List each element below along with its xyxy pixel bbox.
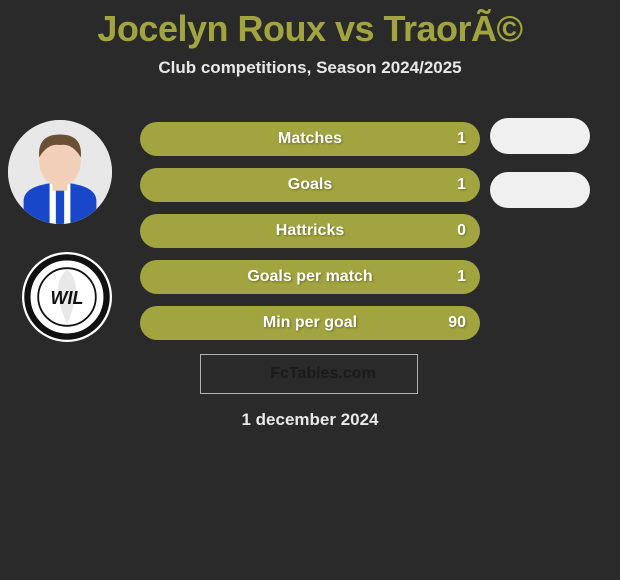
left-column: WIL FC 1900 [8, 120, 128, 342]
stat-label: Goals per match [247, 268, 372, 286]
stat-value: 0 [457, 222, 466, 240]
chart-icon [242, 363, 264, 385]
stat-bar: Goals per match 1 [140, 260, 480, 294]
stat-bar: Hattricks 0 [140, 214, 480, 248]
comparison-pill [490, 118, 590, 154]
stat-label: Matches [278, 130, 342, 148]
title-text: Jocelyn Roux vs TraorÃ© [97, 8, 522, 49]
stats-bars: Matches 1 Goals 1 Hattricks 0 Goals per match 1… [140, 122, 480, 352]
stat-value: 90 [448, 314, 466, 332]
comparison-pill [490, 172, 590, 208]
stat-value: 1 [457, 176, 466, 194]
date-line: 1 december 2024 [0, 410, 620, 430]
club-logo-svg: WIL FC 1900 [22, 252, 112, 342]
stat-bar: Matches 1 [140, 122, 480, 156]
page-title: Jocelyn Roux vs TraorÃ© [0, 0, 620, 50]
branding-box: FcTables.com [200, 354, 418, 394]
stat-label: Min per goal [263, 314, 357, 332]
stat-label: Goals [288, 176, 332, 194]
logo-small-text: FC 1900 [57, 262, 78, 268]
avatar-svg [8, 120, 112, 224]
stat-value: 1 [457, 268, 466, 286]
stat-value: 1 [457, 130, 466, 148]
stat-label: Hattricks [276, 222, 344, 240]
subtitle: Club competitions, Season 2024/2025 [0, 58, 620, 78]
logo-text: WIL [51, 288, 84, 308]
avatar-neck [53, 178, 68, 190]
stat-bar: Min per goal 90 [140, 306, 480, 340]
player-avatar [8, 120, 112, 224]
club-logo: WIL FC 1900 [22, 252, 112, 342]
stat-bar: Goals 1 [140, 168, 480, 202]
branding-text: FcTables.com [270, 365, 376, 383]
right-column [490, 118, 610, 226]
